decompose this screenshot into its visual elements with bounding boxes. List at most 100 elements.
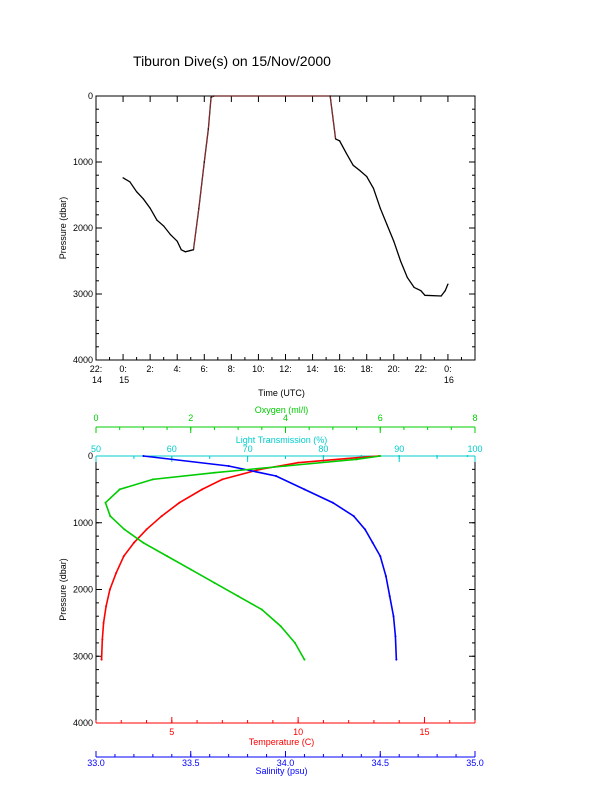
dive-point [203, 161, 205, 163]
x-tick-sublabel: 14 [92, 375, 102, 385]
transmission-point [322, 455, 325, 457]
oxygen-point [151, 478, 154, 481]
dive-point [393, 240, 395, 242]
dive-point [406, 276, 408, 279]
salinity-point [142, 455, 145, 457]
x-tick-label: 20: [388, 364, 401, 374]
transmission-tick-label: 80 [318, 444, 328, 454]
dive-point [366, 175, 368, 178]
salinity-tick-label: 34.5 [371, 758, 389, 768]
transmission-tick-label: 60 [167, 444, 177, 454]
oxygen-point [355, 458, 358, 461]
dive-point [207, 128, 209, 130]
oxygen-point [237, 595, 240, 598]
dive-point [149, 207, 151, 209]
dive-point [352, 164, 354, 166]
x-tick-label: 14: [306, 364, 319, 374]
temperature-point [160, 515, 163, 518]
salinity-tick-label: 34.0 [277, 758, 295, 768]
temperature-point [115, 571, 118, 574]
temperature-profile-line [100, 455, 380, 660]
dive-point [213, 95, 215, 97]
salinity-point [384, 575, 387, 578]
oxygen-tick-label: 4 [283, 413, 288, 423]
temperature-point [201, 488, 204, 491]
dive-point [424, 294, 426, 296]
dive-point [210, 96, 212, 98]
salinity-point [331, 501, 334, 504]
salinity-point [275, 475, 278, 478]
salinity-point [392, 615, 395, 618]
transmission-tick-label: 70 [243, 444, 253, 454]
transmission-axis-label: Light Transmission (%) [236, 435, 328, 445]
transmission-point [360, 455, 363, 457]
oxygen-point [104, 501, 107, 504]
salinity-point [395, 658, 398, 661]
plot-frame [95, 95, 476, 361]
dive-point [129, 181, 131, 183]
transmission-tick-label: 90 [394, 444, 404, 454]
dive-point [198, 207, 200, 209]
temperature-point [132, 541, 135, 544]
transmission-point [466, 455, 469, 457]
transmission-point [436, 455, 439, 457]
temperature-tick-label: 15 [419, 727, 429, 737]
oxygen-profile-line [104, 455, 381, 660]
x-tick-label: 0: [119, 364, 127, 374]
oxygen-point [279, 625, 282, 628]
x-tick-label: 2: [146, 364, 154, 374]
oxygen-point [109, 515, 112, 518]
ctd-profile-chart: 0 1000 2000 3000 4000 Pressure (dbar) 0 2 4 6 8 Oxy… [58, 405, 484, 776]
oxygen-point [213, 471, 216, 474]
dive-point [444, 290, 446, 292]
x-tick-label: 16: [333, 364, 346, 374]
salinity-tick-label: 35.0 [466, 758, 484, 768]
y-tick-label: 4000 [73, 355, 93, 365]
dive-point [386, 224, 388, 226]
temperature-point [122, 555, 125, 558]
temperature-tick-label: 10 [293, 727, 303, 737]
x-tick-label: 0: [444, 364, 452, 374]
oxygen-point [142, 541, 145, 544]
transmission-point [398, 455, 401, 457]
oxygen-axis-label: Oxygen (ml/l) [255, 405, 309, 415]
dive-point [359, 169, 361, 172]
salinity-point [303, 488, 306, 491]
transmission-tick-label: 100 [467, 444, 482, 454]
oxygen-tick-label: 0 [93, 413, 98, 423]
dive-point [440, 295, 442, 297]
salinity-point [394, 635, 397, 638]
oxygen-point [123, 528, 126, 531]
salinity-point [352, 515, 355, 518]
dive-point [372, 187, 375, 189]
dive-point [345, 152, 348, 155]
oxygen-tick-label: 6 [378, 413, 383, 423]
y-tick-label: 3000 [73, 651, 93, 661]
salinity-tick-label: 33.0 [87, 758, 105, 768]
dive-trace-line [122, 95, 449, 297]
salinity-point [371, 541, 374, 544]
x-tick-label: 6: [201, 364, 209, 374]
x-tick-label: 4: [173, 364, 181, 374]
chart-title: Tiburon Dive(s) on 15/Nov/2000 [133, 53, 331, 69]
salinity-point [379, 555, 382, 558]
temperature-point [108, 588, 111, 591]
dive-point [447, 283, 449, 285]
x-tick-label: 22: [90, 364, 103, 374]
salinity-point [227, 465, 230, 468]
x-tick-label: 12: [279, 364, 292, 374]
dive-point [399, 260, 402, 262]
y-axis-label: Pressure (dbar) [58, 558, 68, 621]
temperature-point [100, 658, 103, 661]
oxygen-tick-label: 8 [472, 413, 477, 423]
x-tick-sublabel: 16 [444, 375, 454, 385]
salinity-tick-label: 33.5 [182, 758, 200, 768]
dive-point [190, 249, 192, 252]
temperature-point [221, 478, 224, 481]
dive-point [184, 251, 186, 253]
salinity-profile-line [143, 455, 398, 660]
x-tick-label: 18: [360, 364, 373, 374]
dive-point [420, 290, 422, 292]
dive-point [142, 198, 144, 200]
oxygen-point [260, 608, 263, 611]
